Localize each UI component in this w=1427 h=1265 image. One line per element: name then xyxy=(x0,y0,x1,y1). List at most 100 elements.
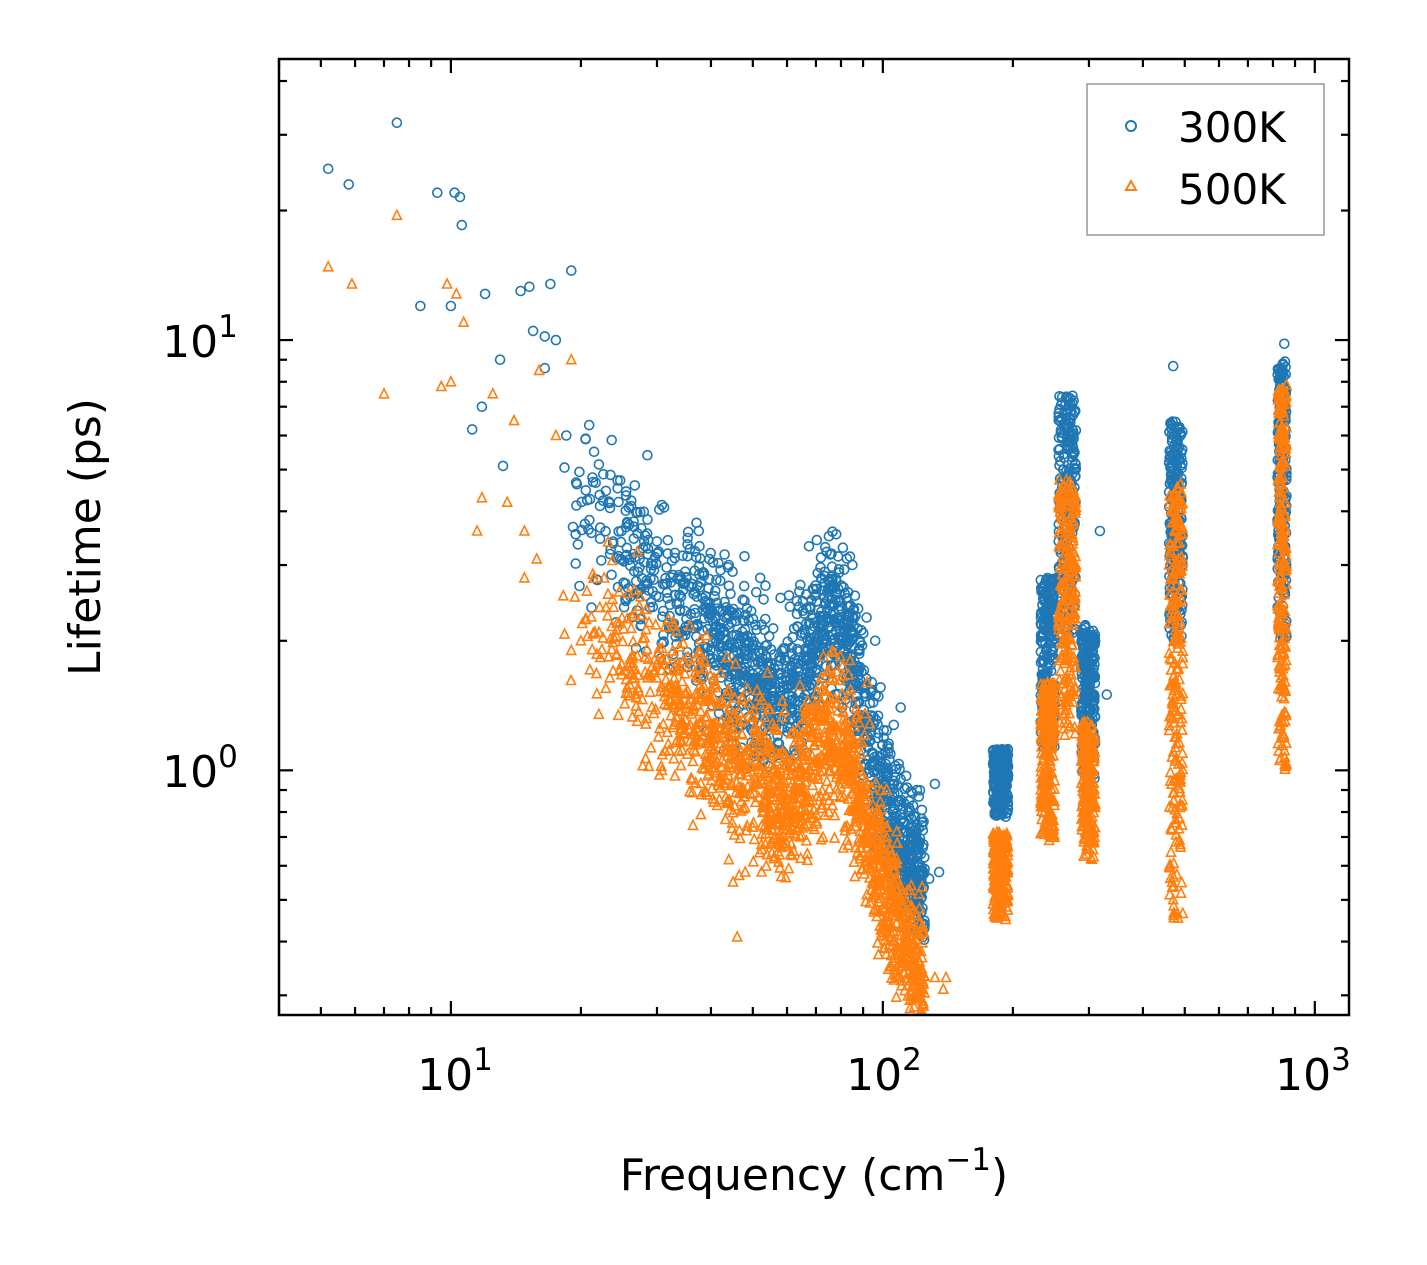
scatter-point-500k xyxy=(690,730,702,743)
scatter-point-500k xyxy=(857,813,870,825)
scatter-point-300k xyxy=(803,618,815,630)
scatter-point-500k xyxy=(669,715,681,728)
scatter-point-500k xyxy=(661,663,674,676)
scatter-point-500k xyxy=(685,707,698,719)
scatter-point-300k xyxy=(900,846,912,858)
scatter-point-500k xyxy=(631,545,643,557)
scatter-point-300k xyxy=(1061,405,1073,416)
scatter-point-500k xyxy=(849,869,861,882)
scatter-point-500k xyxy=(666,681,678,693)
scatter-point-500k xyxy=(866,805,879,817)
scatter-point-300k xyxy=(754,572,766,584)
scatter-point-300k xyxy=(907,825,918,837)
scatter-point-300k xyxy=(721,601,732,613)
scatter-point-500k xyxy=(713,792,726,805)
scatter-point-500k xyxy=(729,691,741,703)
scatter-point-500k xyxy=(806,778,819,791)
scatter-point-500k xyxy=(812,722,824,734)
scatter-point-500k xyxy=(801,847,814,859)
scatter-point-500k xyxy=(602,650,615,662)
scatter-point-500k xyxy=(668,649,681,662)
scatter-point-300k xyxy=(895,773,906,785)
scatter-point-300k xyxy=(662,534,674,546)
scatter-point-300k xyxy=(1053,450,1065,462)
scatter-point-300k xyxy=(1094,525,1106,537)
scatter-point-500k xyxy=(642,759,655,772)
scatter-point-500k xyxy=(993,841,1006,854)
scatter-point-500k xyxy=(584,663,596,675)
scatter-point-500k xyxy=(712,778,724,791)
scatter-point-500k xyxy=(720,723,732,736)
scatter-point-500k xyxy=(748,832,761,845)
scatter-point-500k xyxy=(816,798,828,810)
scatter-point-500k xyxy=(820,788,832,801)
scatter-point-500k xyxy=(761,847,773,860)
scatter-point-500k xyxy=(735,794,747,807)
scatter-point-500k xyxy=(676,674,688,687)
scatter-point-500k xyxy=(760,859,772,871)
scatter-point-300k xyxy=(838,564,850,575)
scatter-point-500k xyxy=(652,730,665,742)
scatter-point-500k xyxy=(847,804,860,817)
scatter-point-300k xyxy=(737,594,749,606)
scatter-point-500k xyxy=(569,590,581,602)
scatter-point-500k xyxy=(747,816,760,828)
scatter-point-500k xyxy=(557,589,570,601)
scatter-point-300k xyxy=(594,500,606,512)
scatter-point-300k xyxy=(694,673,706,684)
scatter-point-300k xyxy=(593,459,605,470)
scatter-point-500k xyxy=(874,919,886,931)
scatter-point-500k xyxy=(688,743,700,755)
scatter-point-300k xyxy=(1076,634,1088,645)
scatter-point-500k xyxy=(891,872,903,884)
scatter-point-300k xyxy=(861,612,872,623)
scatter-point-500k xyxy=(650,671,663,683)
scatter-point-300k xyxy=(592,574,603,586)
scatter-point-300k xyxy=(845,651,857,663)
scatter-point-300k xyxy=(779,683,790,695)
scatter-point-500k xyxy=(842,838,854,851)
scatter-point-500k xyxy=(858,835,871,848)
scatter-point-500k xyxy=(895,978,908,991)
scatter-point-500k xyxy=(751,683,763,696)
scatter-point-500k xyxy=(991,832,1003,845)
scatter-point-500k xyxy=(807,738,820,751)
scatter-point-500k xyxy=(701,732,714,744)
scatter-point-500k xyxy=(657,657,670,670)
scatter-point-300k xyxy=(1054,403,1065,415)
scatter-point-300k xyxy=(923,873,935,885)
scatter-point-300k xyxy=(1084,701,1095,713)
scatter-point-500k xyxy=(875,817,888,829)
scatter-point-500k xyxy=(830,782,843,794)
scatter-point-500k xyxy=(838,724,851,737)
scatter-point-500k xyxy=(850,707,863,720)
scatter-point-300k xyxy=(616,525,627,537)
scatter-point-500k xyxy=(910,988,922,1001)
scatter-point-300k xyxy=(1047,624,1058,636)
scatter-point-300k xyxy=(830,528,842,540)
scatter-point-300k xyxy=(994,792,1005,803)
scatter-point-500k xyxy=(683,785,696,797)
scatter-point-500k xyxy=(849,764,862,776)
scatter-point-300k xyxy=(606,569,617,581)
scatter-point-500k xyxy=(704,691,717,703)
scatter-point-500k xyxy=(761,823,773,835)
scatter-point-500k xyxy=(659,744,672,757)
scatter-point-300k xyxy=(625,495,637,507)
scatter-point-500k xyxy=(880,886,893,898)
scatter-point-500k xyxy=(607,664,619,676)
scatter-point-300k xyxy=(800,589,812,600)
scatter-point-300k xyxy=(693,525,705,537)
scatter-point-300k xyxy=(745,676,757,688)
scatter-point-300k xyxy=(620,505,632,517)
scatter-point-500k xyxy=(867,846,880,858)
scatter-point-500k xyxy=(636,758,649,771)
scatter-point-300k xyxy=(1082,685,1093,696)
scatter-point-500k xyxy=(794,678,806,691)
scatter-point-300k xyxy=(881,765,892,776)
scatter-point-300k xyxy=(660,572,671,584)
scatter-point-300k xyxy=(990,801,1002,813)
scatter-point-500k xyxy=(772,810,785,823)
scatter-point-300k xyxy=(758,594,769,605)
scatter-point-500k xyxy=(845,755,858,767)
